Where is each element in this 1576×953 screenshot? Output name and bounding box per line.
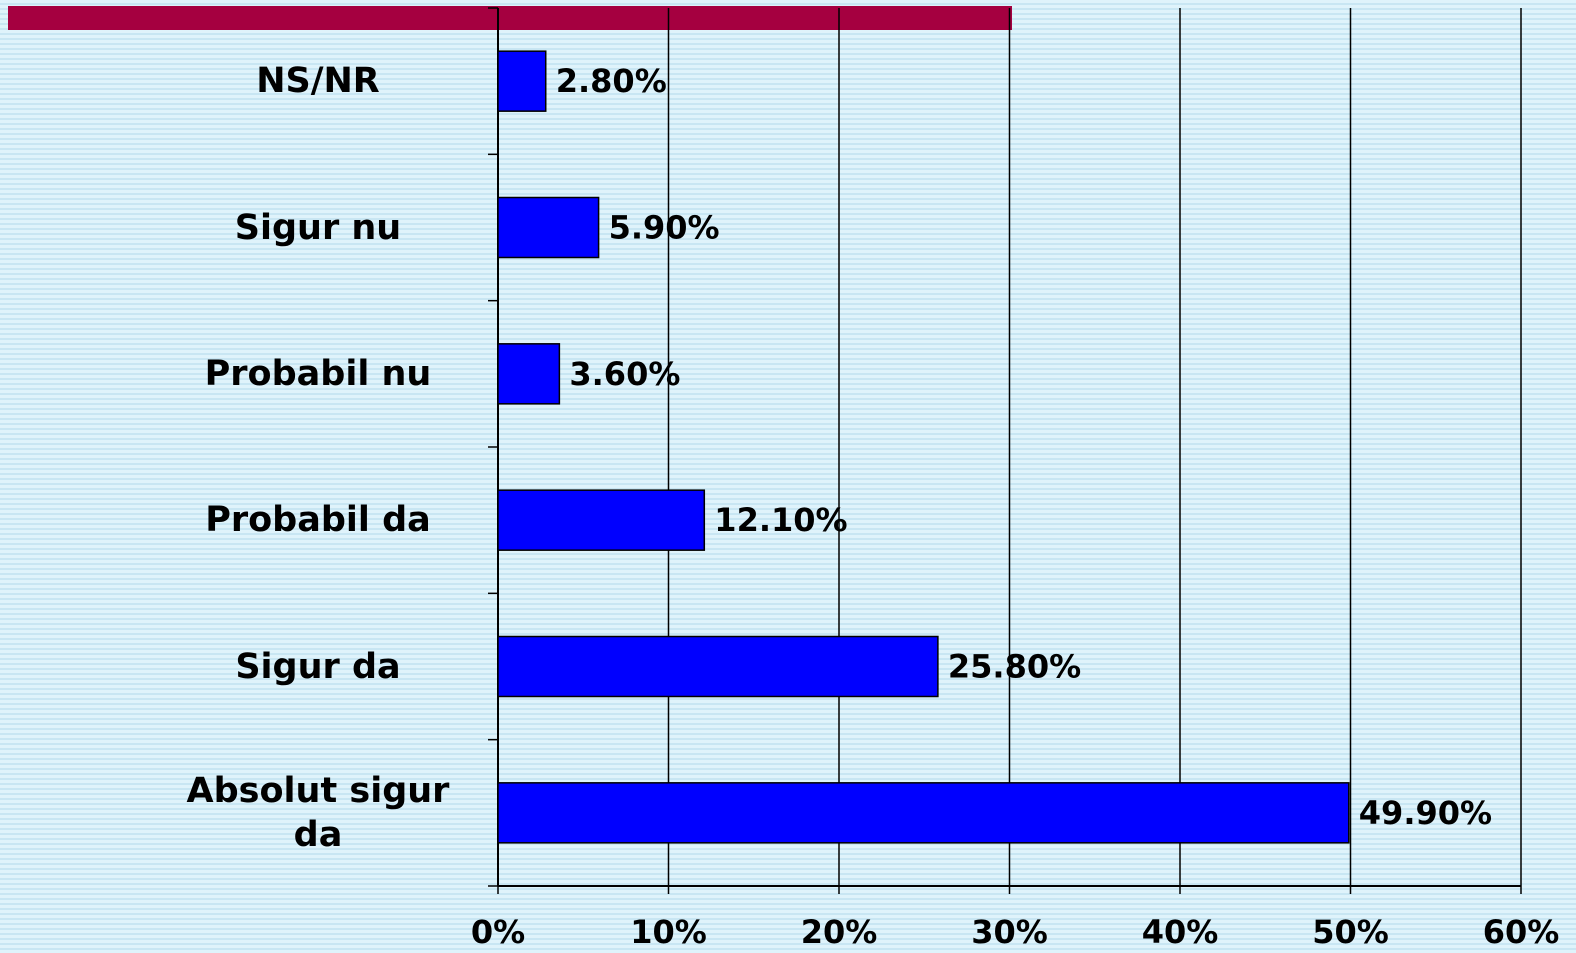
category-label: Sigur nu [234, 207, 402, 248]
category-label: Sigur da [235, 646, 401, 687]
bar [497, 489, 706, 551]
value-label: 49.90% [1359, 794, 1492, 832]
bar [497, 635, 939, 698]
x-tick-label: 60% [1483, 913, 1560, 951]
value-label: 5.90% [609, 209, 720, 247]
category-label: NS/NR [256, 61, 380, 102]
value-label: 12.10% [714, 501, 847, 539]
x-tick-label: 0% [471, 913, 525, 951]
x-tick-label: 20% [801, 913, 878, 951]
category-label: Absolut sigur da [186, 770, 450, 855]
bar [497, 343, 561, 405]
x-tick-label: 40% [1142, 913, 1219, 951]
header-bar [8, 6, 1012, 30]
x-tick-label: 10% [630, 913, 707, 951]
bar [497, 50, 547, 112]
category-label: Probabil nu [204, 353, 432, 394]
value-label: 2.80% [556, 62, 667, 100]
value-label: 3.60% [569, 355, 680, 393]
bar [497, 782, 1350, 844]
x-tick-label: 30% [971, 913, 1048, 951]
bar [497, 196, 600, 259]
x-tick-label: 50% [1312, 913, 1389, 951]
category-label: Probabil da [205, 500, 431, 541]
value-label: 25.80% [948, 648, 1081, 686]
